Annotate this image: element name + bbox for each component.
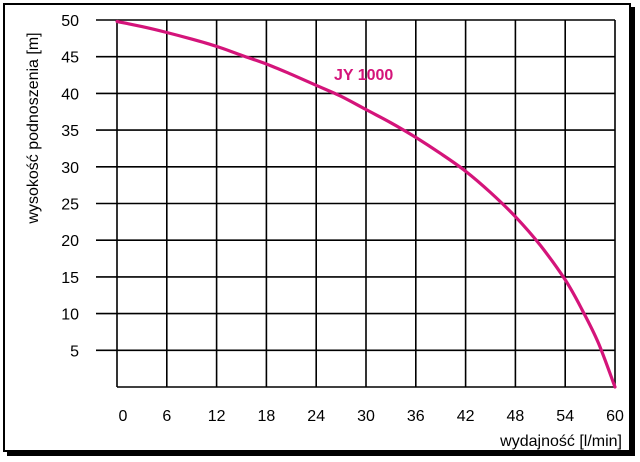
x-tick-label-4: 24 xyxy=(307,408,325,425)
x-axis-ticks: 0 6 12 18 24 30 36 42 48 54 60 xyxy=(119,408,624,425)
x-tick-label-1: 6 xyxy=(162,408,171,425)
x-tick-label-10: 60 xyxy=(606,408,624,425)
x-axis-title: wydajność [l/min] xyxy=(499,433,622,450)
y-tick-label-9: 50 xyxy=(61,13,79,30)
x-tick-label-0: 0 xyxy=(119,408,128,425)
series-group: JY 1000 xyxy=(115,19,617,389)
y-tick-label-7: 40 xyxy=(61,86,79,103)
x-tick-label-6: 36 xyxy=(407,408,425,425)
y-tick-label-4: 25 xyxy=(61,197,79,214)
y-tick-label-0: 5 xyxy=(70,343,79,360)
y-tick-label-2: 15 xyxy=(61,270,79,287)
y-tick-label-8: 45 xyxy=(61,50,79,67)
y-tick-label-3: 20 xyxy=(61,233,79,250)
y-axis-ticks: 5 10 15 20 25 30 35 40 45 50 xyxy=(61,13,79,360)
x-tick-label-8: 48 xyxy=(507,408,525,425)
y-tick-label-6: 35 xyxy=(61,123,79,140)
series-label-0: JY 1000 xyxy=(334,67,393,84)
x-tick-label-3: 18 xyxy=(258,408,276,425)
x-tick-label-2: 12 xyxy=(208,408,226,425)
x-tick-label-5: 30 xyxy=(357,408,375,425)
y-tick-label-1: 10 xyxy=(61,307,79,324)
y-tick-label-5: 30 xyxy=(61,160,79,177)
x-tick-label-9: 54 xyxy=(556,408,574,425)
series-line-0 xyxy=(115,19,617,389)
x-tick-label-7: 42 xyxy=(457,408,475,425)
grid xyxy=(96,19,616,388)
y-axis-title: wysokość podnoszenia [m] xyxy=(25,32,42,224)
